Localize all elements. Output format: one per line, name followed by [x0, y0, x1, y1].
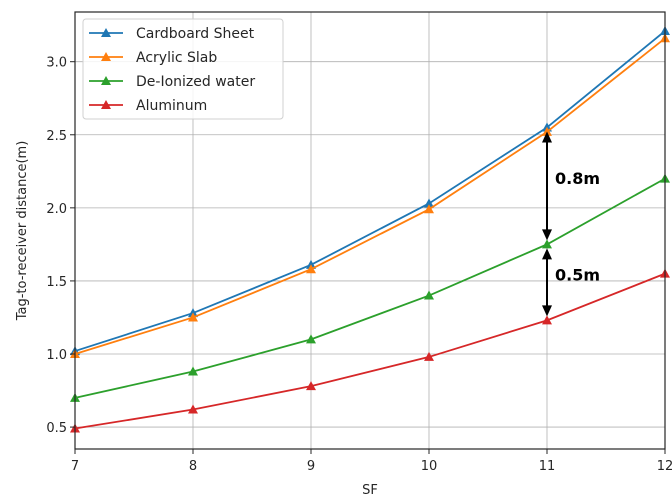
legend-label: Cardboard Sheet: [136, 26, 255, 42]
x-tick-label: 11: [539, 459, 556, 474]
x-axis-ticks: 7 8 9 10 11 12: [71, 449, 672, 474]
legend-entry: Acrylic Slab: [89, 50, 217, 66]
y-tick-label: 1.5: [46, 275, 67, 290]
data-point: [306, 334, 316, 344]
legend-label: De-Ionized water: [136, 74, 255, 90]
series-line: [74, 177, 666, 399]
data-point: [542, 239, 552, 249]
series-line: [74, 30, 666, 352]
x-tick-label: 10: [421, 459, 438, 474]
series-lines: [70, 26, 670, 433]
plot-frame: [74, 11, 666, 450]
series-line: [74, 37, 666, 355]
legend-box: [82, 18, 284, 120]
x-tick-label: 7: [71, 459, 79, 474]
data-point: [424, 198, 434, 208]
data-point: [306, 264, 316, 274]
x-tick-label: 9: [307, 459, 315, 474]
legend-marker: [101, 76, 111, 85]
legend: Cardboard Sheet Acrylic Slab De-Ionized wa…: [82, 18, 284, 120]
arrow-head-down: [542, 229, 552, 241]
double-arrow-annotation: 0.8m: [542, 131, 600, 241]
data-point: [542, 315, 552, 325]
data-point: [306, 381, 316, 391]
y-tick-label: 2.0: [46, 202, 67, 217]
data-point: [424, 290, 434, 300]
double-arrow-annotation: 0.5m: [542, 248, 600, 317]
y-tick-label: 3.0: [46, 56, 67, 71]
data-point: [188, 366, 198, 376]
y-tick-label: 0.5: [46, 421, 67, 436]
arrow-head-up: [542, 248, 552, 260]
data-point: [542, 126, 552, 136]
legend-marker: [101, 52, 111, 61]
data-point: [188, 404, 198, 414]
y-axis-ticks: 0.5 1.0 1.5 2.0 2.5 3.0: [46, 56, 75, 436]
series-line: [74, 272, 666, 430]
annotation-label: 0.8m: [555, 169, 600, 188]
x-tick-label: 12: [657, 459, 672, 474]
arrow-head-up: [542, 131, 552, 143]
data-point: [424, 204, 434, 214]
legend-label: Acrylic Slab: [136, 50, 217, 66]
x-tick-label: 8: [189, 459, 197, 474]
arrow-head-down: [542, 305, 552, 317]
series-aluminum: [70, 268, 670, 433]
legend-marker: [101, 28, 111, 37]
legend-entry: Aluminum: [89, 98, 207, 114]
legend-label: Aluminum: [136, 98, 207, 114]
y-tick-label: 1.0: [46, 348, 67, 363]
data-point: [188, 312, 198, 322]
annotation-label: 0.5m: [555, 265, 600, 284]
legend-entry: De-Ionized water: [89, 74, 255, 90]
x-axis-label: SF: [362, 483, 378, 498]
y-axis-label: Tag-to-receiver distance(m): [15, 141, 30, 322]
legend-marker: [101, 100, 111, 109]
data-point: [424, 351, 434, 361]
annotations: 0.8m 0.5m: [542, 131, 600, 317]
legend-entry: Cardboard Sheet: [89, 26, 255, 42]
y-tick-label: 2.5: [46, 129, 67, 144]
